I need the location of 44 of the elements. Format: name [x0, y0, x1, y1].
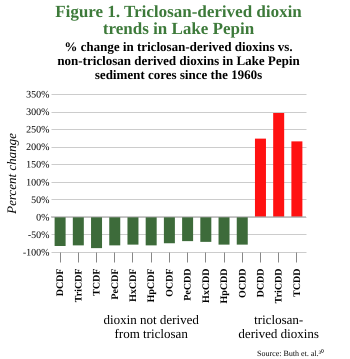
- bar: [54, 216, 66, 246]
- y-tick-label: 50%: [31, 194, 50, 206]
- bar: [218, 216, 230, 245]
- chart-title: Figure 1. Triclosan-derived dioxin trends in Lake Pepin: [55, 2, 302, 38]
- x-tick-label: TCDF: [92, 268, 103, 296]
- y-tick-label: -50%: [28, 230, 50, 241]
- y-tick-label: 250%: [26, 124, 50, 136]
- x-tick-label: HxCDD: [200, 268, 212, 303]
- x-tick-label: PeCDF: [110, 268, 121, 300]
- bar: [127, 216, 138, 245]
- bar: [164, 216, 175, 244]
- bar: [291, 141, 302, 217]
- bar: [254, 138, 266, 217]
- x-tick-label: HpCDD: [219, 268, 230, 304]
- y-axis-title: Percent change: [4, 132, 19, 215]
- x-tick-label: DCDD: [255, 268, 266, 298]
- x-tick-label: PeCDD: [182, 268, 194, 301]
- text: dioxin not derived from triclosan: [104, 312, 200, 341]
- x-tick-label: TriCDD: [274, 268, 285, 304]
- x-tick-label: HpCDF: [146, 268, 158, 302]
- chart-subtitle: % change in triclosan-derived dioxins vs. non-triclosan derived dioxins in Lake Pepin sediment cores since the 1960s: [57, 39, 300, 82]
- bar: [236, 216, 248, 245]
- x-tick-label: HxCDF: [128, 268, 139, 302]
- y-tick-label: 350%: [26, 90, 50, 100]
- y-tick-label: 300%: [26, 107, 50, 118]
- bar: [72, 216, 84, 246]
- bar: [109, 216, 120, 246]
- text: triclosan- derived dioxins: [238, 312, 319, 341]
- bar: [91, 216, 102, 248]
- y-tick-label: 150%: [26, 160, 50, 171]
- source-note: Source: Buth et. al.³⁰: [257, 349, 324, 358]
- x-tick-label: OCDF: [164, 268, 176, 297]
- x-tick-label: TCDD: [292, 268, 303, 297]
- bar: [182, 216, 194, 242]
- bar: [146, 216, 157, 246]
- y-tick-label: 200%: [26, 142, 50, 154]
- x-tick-label: TriCDF: [73, 268, 84, 302]
- x-tick-label: OCDD: [237, 268, 248, 298]
- x-tick-label: DCDF: [55, 268, 66, 296]
- bar: [200, 216, 212, 242]
- bar: [273, 112, 284, 217]
- y-tick-label: -100%: [22, 248, 50, 258]
- y-tick-label: 100%: [26, 177, 50, 188]
- y-tick-label: 0%: [36, 212, 50, 224]
